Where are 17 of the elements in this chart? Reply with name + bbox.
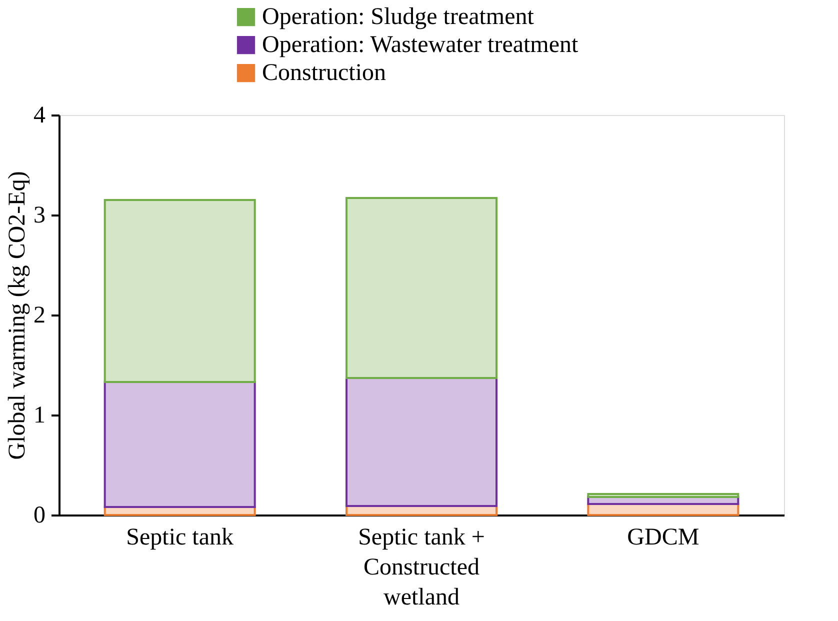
x-tick-label: GDCM [627,524,700,550]
x-tick-label: Septic tank + Constructed wetland [358,524,485,610]
bar [587,493,740,498]
bar [104,381,256,508]
y-tick-label: 0 [34,502,46,528]
legend-label: Construction [262,60,386,86]
legend-label: Operation: Wastewater treatment [262,32,578,58]
y-axis-title: Global warming (kg CO2-Eq) [4,171,30,460]
legend-label: Operation: Sludge treatment [262,4,534,30]
x-tick-label: Septic tank [126,524,234,550]
bar [346,197,498,379]
y-tick-label: 2 [34,302,46,328]
y-tick-label: 4 [34,102,46,128]
bar [104,199,256,383]
y-tick-label: 3 [34,202,46,228]
bar [346,377,498,507]
y-tick-label: 1 [34,402,46,428]
